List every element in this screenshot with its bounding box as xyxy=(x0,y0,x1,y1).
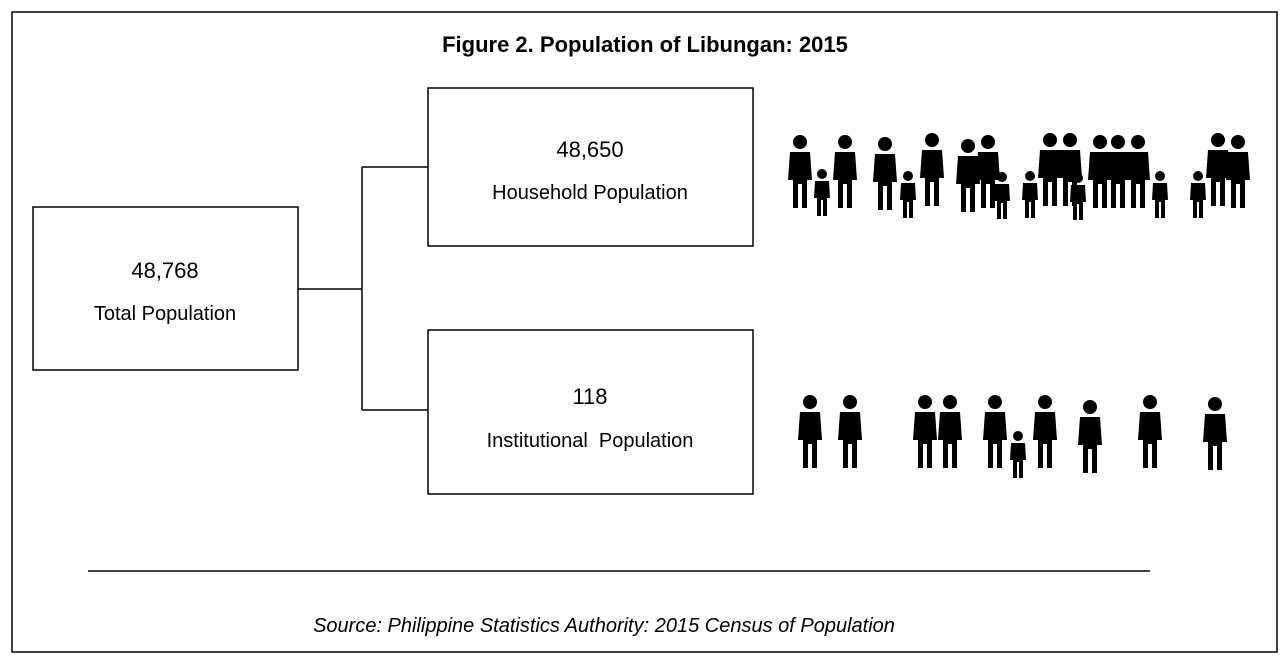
node-value: 48,650 xyxy=(556,137,623,162)
household-icons xyxy=(788,133,1250,220)
person-icon xyxy=(1106,135,1130,208)
institutional-icons xyxy=(798,395,1227,478)
person-icon xyxy=(1010,431,1026,478)
person-icon xyxy=(1206,133,1230,206)
person-icon xyxy=(833,135,857,208)
person-icon xyxy=(1190,171,1206,218)
person-icon xyxy=(838,395,862,468)
person-icon xyxy=(1038,133,1062,206)
person-icon xyxy=(873,137,897,210)
person-icon xyxy=(938,395,962,468)
person-icon xyxy=(1138,395,1162,468)
person-icon xyxy=(920,133,944,206)
institutional-box xyxy=(428,330,753,494)
person-icon xyxy=(1203,397,1227,470)
person-icon xyxy=(1033,395,1057,468)
person-icon xyxy=(788,135,812,208)
person-icon xyxy=(814,169,830,216)
household-box xyxy=(428,88,753,246)
node-label: Institutional Population xyxy=(487,430,694,452)
person-icon xyxy=(1152,171,1168,218)
connectors xyxy=(298,167,428,410)
page: Figure 2. Population of Libungan: 2015 4… xyxy=(0,0,1285,671)
node-value: 118 xyxy=(572,384,607,409)
frame xyxy=(12,12,1277,652)
total-box xyxy=(33,207,298,370)
person-icon xyxy=(1126,135,1150,208)
figure-title: Figure 2. Population of Libungan: 2015 xyxy=(442,32,848,57)
person-icon xyxy=(913,395,937,468)
person-icon xyxy=(1078,400,1102,473)
person-icon xyxy=(798,395,822,468)
person-icon xyxy=(1022,171,1038,218)
figure: Figure 2. Population of Libungan: 2015 4… xyxy=(0,0,1285,666)
node-label: Household Population xyxy=(492,182,688,204)
node-label: Total Population xyxy=(94,303,236,325)
source-note: Source: Philippine Statistics Authority:… xyxy=(313,615,895,637)
person-icon xyxy=(983,395,1007,468)
person-icon xyxy=(900,171,916,218)
node-value: 48,768 xyxy=(131,258,198,283)
person-icon xyxy=(1226,135,1250,208)
